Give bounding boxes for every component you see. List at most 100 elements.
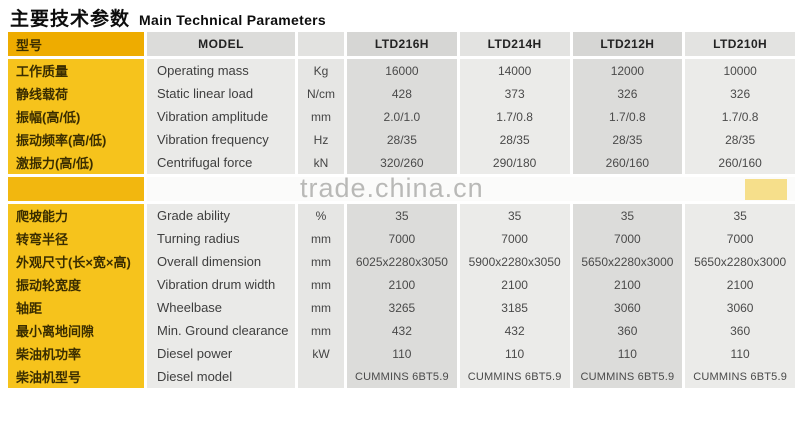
table-row: 工作质量 Operating mass Kg 16000 14000 12000…: [8, 59, 795, 82]
param-name-chinese: 外观尺寸(长×宽×高): [8, 250, 144, 273]
header-model-ltd212h: LTD212H: [572, 32, 683, 56]
value-ltd214h: 290/180: [459, 151, 570, 174]
param-name-english: Operating mass: [147, 59, 295, 82]
param-unit: mm: [298, 227, 344, 250]
table-rows-upper: 工作质量 Operating mass Kg 16000 14000 12000…: [8, 59, 795, 174]
value-ltd216h: 16000: [347, 59, 457, 82]
table-row: 爬坡能力 Grade ability % 35 35 35 35: [8, 204, 795, 227]
param-name-chinese: 轴距: [8, 296, 144, 319]
value-ltd210h: 5650x2280x3000: [685, 250, 795, 273]
value-ltd212h: 1.7/0.8: [572, 105, 683, 128]
param-unit: kW: [298, 342, 344, 365]
value-ltd210h: CUMMINS 6BT5.9: [685, 365, 795, 388]
value-ltd212h: 7000: [572, 227, 683, 250]
value-ltd214h: 35: [459, 204, 570, 227]
param-name-chinese: 振动频率(高/低): [8, 128, 144, 151]
value-ltd214h: 7000: [459, 227, 570, 250]
param-unit: kN: [298, 151, 344, 174]
value-ltd210h: 110: [685, 342, 795, 365]
value-ltd212h: 326: [572, 82, 683, 105]
value-ltd216h: 3265: [347, 296, 457, 319]
value-ltd214h: 2100: [459, 273, 570, 296]
value-ltd210h: 2100: [685, 273, 795, 296]
page-title-english: Main Technical Parameters: [139, 12, 326, 28]
header-model-label-cn: 型号: [8, 32, 144, 56]
value-ltd216h: 320/260: [347, 151, 457, 174]
param-name-chinese: 工作质量: [8, 59, 144, 82]
value-ltd214h: 5900x2280x3050: [459, 250, 570, 273]
param-name-chinese: 柴油机功率: [8, 342, 144, 365]
param-name-english: Diesel model: [147, 365, 295, 388]
param-name-english: Static linear load: [147, 82, 295, 105]
value-ltd212h: 110: [572, 342, 683, 365]
param-name-english: Overall dimension: [147, 250, 295, 273]
value-ltd216h: 7000: [347, 227, 457, 250]
value-ltd214h: 28/35: [459, 128, 570, 151]
value-ltd212h: 12000: [572, 59, 683, 82]
param-name-chinese: 转弯半径: [8, 227, 144, 250]
value-ltd212h: 260/160: [572, 151, 683, 174]
param-name-chinese: 振幅(高/低): [8, 105, 144, 128]
header-model-ltd214h: LTD214H: [459, 32, 570, 56]
value-ltd210h: 28/35: [685, 128, 795, 151]
param-unit: mm: [298, 319, 344, 342]
parameters-table: 型号 MODEL LTD216H LTD214H LTD212H LTD210H…: [8, 32, 795, 388]
value-ltd216h: 2100: [347, 273, 457, 296]
table-row: 振动轮宽度 Vibration drum width mm 2100 2100 …: [8, 273, 795, 296]
param-name-english: Wheelbase: [147, 296, 295, 319]
param-name-english: Min. Ground clearance: [147, 319, 295, 342]
value-ltd210h: 360: [685, 319, 795, 342]
value-ltd210h: 7000: [685, 227, 795, 250]
param-name-chinese: 激振力(高/低): [8, 151, 144, 174]
value-ltd212h: 35: [572, 204, 683, 227]
table-header-row: 型号 MODEL LTD216H LTD214H LTD212H LTD210H: [8, 32, 795, 56]
header-model-ltd210h: LTD210H: [685, 32, 795, 56]
param-unit: mm: [298, 296, 344, 319]
param-name-english: Vibration amplitude: [147, 105, 295, 128]
param-name-english: Vibration frequency: [147, 128, 295, 151]
value-ltd214h: CUMMINS 6BT5.9: [459, 365, 570, 388]
value-ltd210h: 1.7/0.8: [685, 105, 795, 128]
watermark-accent-patch: [745, 179, 787, 200]
param-unit: mm: [298, 273, 344, 296]
value-ltd212h: 360: [572, 319, 683, 342]
value-ltd214h: 14000: [459, 59, 570, 82]
table-row: 静线载荷 Static linear load N/cm 428 373 326…: [8, 82, 795, 105]
param-unit: Hz: [298, 128, 344, 151]
table-row: 外观尺寸(长×宽×高) Overall dimension mm 6025x22…: [8, 250, 795, 273]
value-ltd214h: 3185: [459, 296, 570, 319]
value-ltd214h: 373: [459, 82, 570, 105]
value-ltd214h: 432: [459, 319, 570, 342]
header-model-label-en: MODEL: [147, 32, 295, 56]
value-ltd210h: 35: [685, 204, 795, 227]
value-ltd210h: 326: [685, 82, 795, 105]
param-name-english: Vibration drum width: [147, 273, 295, 296]
value-ltd212h: 3060: [572, 296, 683, 319]
value-ltd216h: 35: [347, 204, 457, 227]
value-ltd216h: CUMMINS 6BT5.9: [347, 365, 457, 388]
value-ltd216h: 6025x2280x3050: [347, 250, 457, 273]
param-unit: mm: [298, 250, 344, 273]
table-row: 柴油机功率 Diesel power kW 110 110 110 110: [8, 342, 795, 365]
value-ltd216h: 428: [347, 82, 457, 105]
param-unit: [298, 365, 344, 388]
table-row: 振幅(高/低) Vibration amplitude mm 2.0/1.0 1…: [8, 105, 795, 128]
page-title-chinese: 主要技术参数: [10, 9, 131, 30]
page-title: 主要技术参数 Main Technical Parameters: [0, 0, 800, 30]
band-fill: [147, 177, 795, 201]
table-rows-lower: 爬坡能力 Grade ability % 35 35 35 35 转弯半径 Tu…: [8, 204, 795, 388]
param-name-chinese: 爬坡能力: [8, 204, 144, 227]
param-name-chinese: 最小离地间隙: [8, 319, 144, 342]
table-row: 转弯半径 Turning radius mm 7000 7000 7000 70…: [8, 227, 795, 250]
value-ltd216h: 432: [347, 319, 457, 342]
param-name-chinese: 静线载荷: [8, 82, 144, 105]
table-row: 振动频率(高/低) Vibration frequency Hz 28/35 2…: [8, 128, 795, 151]
header-model-ltd216h: LTD216H: [347, 32, 457, 56]
value-ltd210h: 3060: [685, 296, 795, 319]
param-name-english: Grade ability: [147, 204, 295, 227]
table-row: 最小离地间隙 Min. Ground clearance mm 432 432 …: [8, 319, 795, 342]
value-ltd216h: 28/35: [347, 128, 457, 151]
watermark-band: trade.china.cn: [8, 173, 795, 203]
watermark-text: trade.china.cn: [300, 173, 484, 203]
